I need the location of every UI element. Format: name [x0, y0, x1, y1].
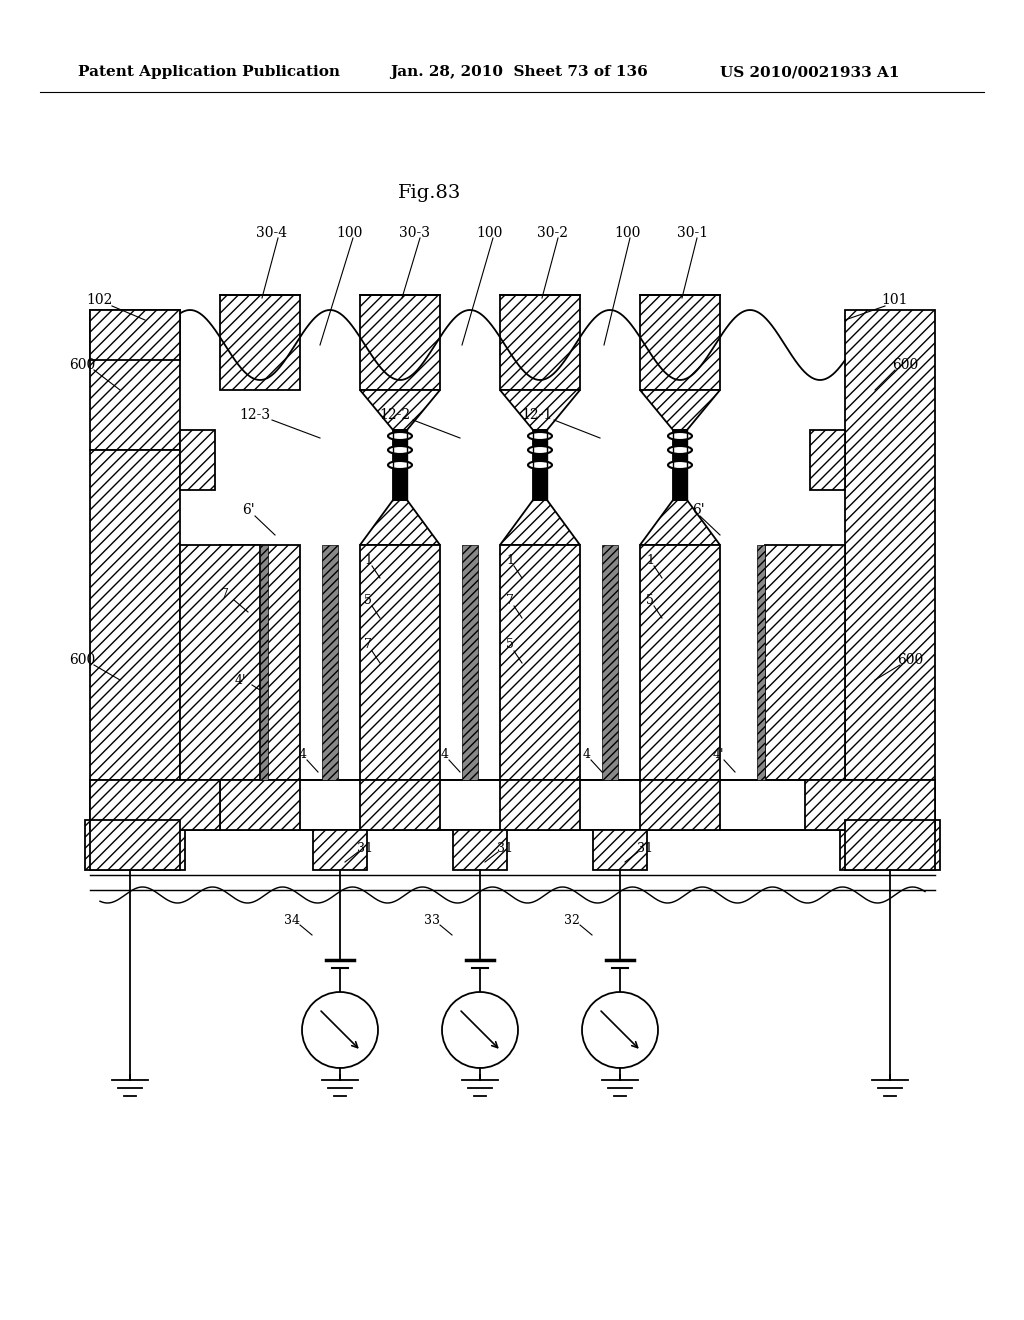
Bar [805, 780, 935, 830]
Polygon shape [500, 500, 580, 545]
Bar [640, 545, 720, 780]
Circle shape [582, 993, 658, 1068]
Bar [500, 780, 580, 830]
Bar [500, 294, 580, 389]
Text: Jan. 28, 2010  Sheet 73 of 136: Jan. 28, 2010 Sheet 73 of 136 [390, 65, 648, 79]
Bar [220, 780, 300, 830]
Text: 600: 600 [897, 653, 923, 667]
Bar [765, 545, 845, 780]
Text: 31: 31 [497, 842, 513, 854]
Text: 6': 6' [242, 503, 254, 517]
Bar [313, 830, 367, 870]
Text: 30-3: 30-3 [399, 226, 430, 240]
Ellipse shape [528, 432, 552, 440]
Ellipse shape [528, 446, 552, 454]
Bar [845, 310, 935, 820]
Polygon shape [640, 500, 720, 545]
Text: 31: 31 [637, 842, 653, 854]
Text: 12-3: 12-3 [240, 408, 270, 422]
Text: 1: 1 [364, 553, 372, 566]
Bar [602, 545, 618, 780]
Bar [90, 450, 180, 820]
Text: 101: 101 [882, 293, 908, 308]
Bar [220, 545, 300, 780]
Ellipse shape [668, 461, 692, 469]
Ellipse shape [388, 432, 412, 440]
Polygon shape [90, 310, 180, 360]
Text: Fig.83: Fig.83 [398, 183, 462, 202]
Bar [180, 545, 260, 780]
Text: 4': 4' [234, 673, 246, 686]
Text: 30-4: 30-4 [256, 226, 288, 240]
Text: 4: 4 [299, 748, 307, 762]
Bar [810, 430, 845, 490]
Text: 600: 600 [69, 358, 95, 372]
Bar [85, 820, 185, 870]
Bar [673, 430, 687, 500]
Text: 5: 5 [646, 594, 654, 606]
Text: 102: 102 [87, 293, 114, 308]
Bar [845, 820, 935, 870]
Polygon shape [640, 389, 720, 430]
Bar [360, 545, 440, 780]
Bar [393, 430, 407, 500]
Text: 30-2: 30-2 [538, 226, 568, 240]
Text: 4: 4 [441, 748, 449, 762]
Text: 1: 1 [646, 553, 654, 566]
Text: 7: 7 [506, 594, 514, 606]
Text: 6': 6' [691, 503, 705, 517]
Bar [180, 430, 215, 490]
Ellipse shape [668, 432, 692, 440]
Text: 5: 5 [365, 594, 372, 606]
Text: 100: 100 [613, 226, 640, 240]
Ellipse shape [388, 446, 412, 454]
Bar [90, 780, 935, 830]
Text: 31: 31 [357, 842, 373, 854]
Bar [90, 780, 220, 830]
Text: 7: 7 [221, 589, 229, 602]
Text: 100: 100 [477, 226, 503, 240]
Polygon shape [360, 389, 440, 430]
Text: 5: 5 [506, 639, 514, 652]
Ellipse shape [388, 461, 412, 469]
Text: 34: 34 [284, 913, 300, 927]
Text: 4': 4' [713, 748, 724, 762]
Text: Patent Application Publication: Patent Application Publication [78, 65, 340, 79]
Bar [90, 310, 180, 450]
Bar [360, 294, 440, 389]
Bar [500, 545, 580, 780]
Text: 600: 600 [69, 653, 95, 667]
Text: 4: 4 [583, 748, 591, 762]
Bar [757, 545, 765, 780]
Bar [322, 545, 338, 780]
Text: 7: 7 [365, 639, 372, 652]
Polygon shape [500, 389, 580, 430]
Bar [534, 430, 547, 500]
Bar [640, 294, 720, 389]
Circle shape [302, 993, 378, 1068]
Circle shape [442, 993, 518, 1068]
Bar [360, 780, 440, 830]
Text: US 2010/0021933 A1: US 2010/0021933 A1 [720, 65, 899, 79]
Text: 30-1: 30-1 [678, 226, 709, 240]
Bar [593, 830, 647, 870]
Text: 1: 1 [506, 553, 514, 566]
Text: 12-2: 12-2 [380, 408, 411, 422]
Ellipse shape [528, 461, 552, 469]
Polygon shape [360, 500, 440, 545]
Bar [462, 545, 478, 780]
Text: 12-1: 12-1 [521, 408, 553, 422]
Ellipse shape [668, 446, 692, 454]
Bar [640, 780, 720, 830]
Bar [220, 294, 300, 389]
Text: 600: 600 [892, 358, 919, 372]
Bar [90, 820, 180, 870]
Bar [260, 545, 268, 780]
Text: 100: 100 [337, 226, 364, 240]
Bar [453, 830, 507, 870]
Text: 33: 33 [424, 913, 440, 927]
Text: 32: 32 [564, 913, 580, 927]
Bar [840, 820, 940, 870]
